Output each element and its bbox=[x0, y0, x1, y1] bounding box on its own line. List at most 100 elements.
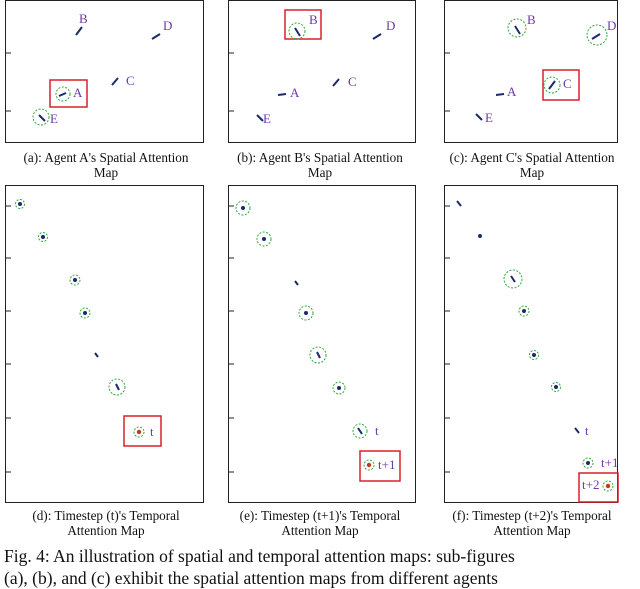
agent-c-label: C bbox=[126, 73, 135, 88]
agent-c-marker bbox=[548, 80, 556, 90]
agent-point bbox=[522, 309, 526, 313]
caption-d: (d): Timestep (t)'s Temporal Attention M… bbox=[0, 508, 212, 538]
highlight-box bbox=[359, 450, 401, 482]
agent-b-marker bbox=[294, 27, 301, 37]
caption-a-line2: Map bbox=[93, 165, 119, 180]
caption-c-line1: (c): Agent C's Spatial Attention bbox=[449, 150, 615, 165]
attention-circle bbox=[602, 480, 614, 492]
agent-d-label: D bbox=[607, 18, 616, 33]
timestep-label-prev: t bbox=[375, 423, 379, 438]
agent-marker bbox=[574, 427, 580, 434]
attention-circle bbox=[529, 350, 539, 360]
attention-circle bbox=[543, 76, 561, 94]
highlight-box bbox=[578, 472, 619, 503]
spatial-plot-b: B D C A E bbox=[229, 9, 395, 126]
attention-circle bbox=[288, 22, 306, 40]
agent-c-marker bbox=[111, 77, 119, 86]
timestep-label-prev: t+1 bbox=[601, 455, 618, 470]
timestep-label-prev-2: t bbox=[585, 423, 589, 438]
caption-f: (f): Timestep (t+2)'s Temporal Attention… bbox=[426, 508, 638, 538]
agent-marker bbox=[510, 275, 516, 283]
caption-f-line2: Attention Map bbox=[493, 523, 571, 538]
agent-a-label: A bbox=[507, 84, 517, 99]
agent-d-label: D bbox=[386, 18, 395, 33]
timestep-label: t+2 bbox=[582, 477, 599, 492]
timestep-label: t bbox=[150, 424, 154, 439]
agent-b-label: B bbox=[309, 12, 318, 27]
attention-circle bbox=[586, 24, 608, 46]
attention-circle bbox=[507, 18, 527, 38]
agent-point bbox=[136, 429, 142, 435]
caption-d-line1: (d): Timestep (t)'s Temporal bbox=[32, 508, 180, 523]
agent-point bbox=[478, 234, 482, 238]
attention-circle bbox=[235, 200, 251, 216]
caption-a: (a): Agent A's Spatial Attention Map bbox=[0, 150, 212, 180]
caption-d-line2: Attention Map bbox=[67, 523, 145, 538]
agent-marker bbox=[316, 351, 321, 359]
spatial-plot-c: B D C A E bbox=[445, 12, 616, 125]
agent-b-marker bbox=[75, 26, 83, 36]
agent-e-marker bbox=[256, 114, 264, 122]
agent-marker bbox=[357, 427, 363, 435]
agent-c-label: C bbox=[348, 74, 357, 89]
attention-circle bbox=[503, 269, 523, 289]
attention-circle bbox=[133, 426, 145, 438]
agent-a-label: A bbox=[73, 85, 83, 100]
spatial-panel-c: B D C A E bbox=[444, 0, 618, 143]
agent-b-marker bbox=[514, 25, 521, 35]
attention-circle bbox=[352, 423, 368, 439]
attention-circle bbox=[256, 231, 272, 247]
agent-d-marker bbox=[151, 33, 161, 40]
attention-circle bbox=[79, 307, 91, 319]
agent-point bbox=[366, 462, 372, 468]
attention-circle bbox=[551, 382, 561, 392]
agent-b-label: B bbox=[527, 12, 536, 27]
agent-marker bbox=[115, 383, 120, 391]
spatial-panel-a: B D C A E bbox=[5, 0, 204, 143]
agent-a-marker bbox=[277, 93, 287, 96]
trajectory-points bbox=[456, 200, 594, 469]
caption-e: (e): Timestep (t+1)'s Temporal Attention… bbox=[214, 508, 426, 538]
attention-circle bbox=[309, 346, 327, 364]
agent-point bbox=[554, 385, 558, 389]
timestep-label: t+1 bbox=[378, 457, 395, 472]
spatial-panel-b: B D C A E bbox=[228, 0, 416, 143]
caption-e-line1: (e): Timestep (t+1)'s Temporal bbox=[239, 508, 401, 523]
attention-circle bbox=[69, 274, 81, 286]
highlight-box bbox=[284, 9, 322, 40]
temporal-plot-f: t t+1 t+2 bbox=[445, 200, 619, 503]
agent-marker bbox=[294, 280, 299, 286]
attention-circle bbox=[55, 86, 71, 102]
attention-circle bbox=[332, 381, 346, 395]
highlight-box bbox=[123, 415, 162, 447]
caption-a-line1: (a): Agent A's Spatial Attention bbox=[23, 150, 189, 165]
agent-e-label: E bbox=[263, 111, 271, 126]
attention-circle bbox=[582, 457, 594, 469]
caption-e-line2: Attention Map bbox=[281, 523, 359, 538]
trajectory-points bbox=[15, 199, 126, 396]
figure-caption-line2: (a), (b), and (c) exhibit the spatial at… bbox=[4, 568, 498, 588]
attention-circle bbox=[38, 232, 48, 242]
caption-b-line1: (b): Agent B's Spatial Attention bbox=[237, 150, 403, 165]
attention-circle bbox=[298, 305, 314, 321]
caption-c-line2: Map bbox=[519, 165, 545, 180]
highlight-box bbox=[542, 69, 580, 101]
agent-c-label: C bbox=[563, 76, 572, 91]
agent-e-marker bbox=[38, 114, 46, 122]
temporal-panel-f: t t+1 t+2 bbox=[444, 185, 619, 503]
spatial-plot-a: B D C A E bbox=[6, 11, 172, 126]
attention-circle bbox=[15, 199, 25, 209]
agent-d-marker bbox=[591, 33, 601, 40]
figure-caption: Fig. 4: An illustration of spatial and t… bbox=[4, 545, 640, 589]
agent-point bbox=[73, 278, 77, 282]
agent-point bbox=[241, 206, 245, 210]
agent-point bbox=[83, 311, 87, 315]
highlight-box bbox=[49, 79, 88, 108]
temporal-panel-e: t t+1 bbox=[228, 185, 416, 503]
agent-a-marker bbox=[495, 93, 505, 96]
agent-d-label: D bbox=[163, 18, 172, 33]
figure-caption-line1: Fig. 4: An illustration of spatial and t… bbox=[4, 546, 515, 566]
agent-point bbox=[532, 353, 536, 357]
agent-a-marker bbox=[58, 92, 67, 97]
agent-point bbox=[18, 202, 22, 206]
